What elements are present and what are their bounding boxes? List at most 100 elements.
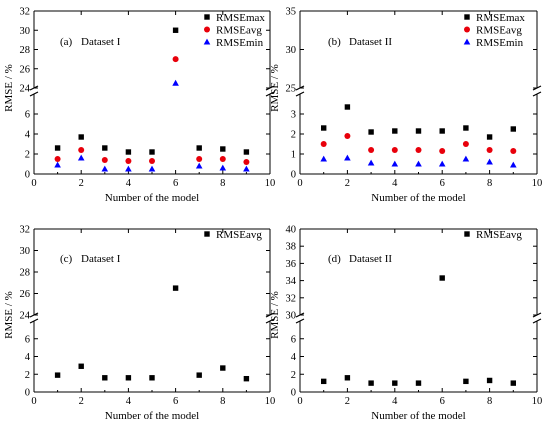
data-point xyxy=(439,148,446,154)
legend-marker xyxy=(204,14,210,20)
panel-title: Dataset I xyxy=(81,253,121,265)
y-tick-label: 25 xyxy=(286,84,297,95)
y-tick-label: 35 xyxy=(286,7,297,18)
x-tick-label: 6 xyxy=(173,396,178,407)
data-point xyxy=(149,375,155,381)
data-point xyxy=(415,147,422,153)
data-point xyxy=(463,378,469,385)
data-point xyxy=(149,158,155,164)
data-point xyxy=(321,125,327,131)
y-tick-label: 28 xyxy=(20,268,31,279)
chart-panel-3: 0 2 4 6 8 10 0 2 4 6 30 32 34 36 38 40 Number of the mod… xyxy=(269,225,542,423)
data-point xyxy=(438,160,446,167)
legend-marker xyxy=(463,38,471,45)
x-tick-label: 4 xyxy=(126,396,132,407)
x-axis-label: Number of the model xyxy=(371,192,465,204)
x-tick-label: 0 xyxy=(297,178,302,189)
y-tick-label: 30 xyxy=(286,311,297,322)
series-RMSEavg xyxy=(54,285,250,382)
y-tick-label: 2 xyxy=(291,130,296,141)
data-point xyxy=(510,148,517,154)
legend-label: RMSEmax xyxy=(476,12,525,24)
series-RMSEmin xyxy=(54,79,250,172)
x-axis-label: Number of the model xyxy=(105,192,199,204)
data-point xyxy=(415,380,422,386)
data-point xyxy=(415,160,422,167)
legend-marker xyxy=(464,231,470,237)
x-tick-label: 6 xyxy=(173,178,178,189)
legend-marker xyxy=(204,231,210,237)
axis-break-mark xyxy=(532,91,542,97)
data-point xyxy=(415,128,422,134)
x-tick-label: 6 xyxy=(440,178,445,189)
y-tick-label: 24 xyxy=(20,84,31,95)
data-point xyxy=(102,375,108,381)
x-tick-label: 6 xyxy=(440,396,445,407)
y-tick-label: 40 xyxy=(286,225,297,236)
y-tick-label: 32 xyxy=(20,225,31,236)
data-point xyxy=(392,128,398,134)
data-point xyxy=(172,27,179,33)
data-point xyxy=(321,378,327,385)
data-point xyxy=(125,165,132,172)
axis-break-mark xyxy=(265,318,275,324)
legend-marker xyxy=(464,14,470,20)
axis-break-mark xyxy=(29,318,39,324)
y-tick-label: 4 xyxy=(291,352,297,363)
x-axis-label: Number of the model xyxy=(105,410,199,422)
legend-label: RMSEmin xyxy=(216,37,264,49)
data-point xyxy=(196,156,203,162)
y-tick-label: 1 xyxy=(291,150,296,161)
y-tick-label: 0 xyxy=(291,170,296,181)
data-point xyxy=(391,160,399,167)
data-point xyxy=(368,380,374,386)
data-point xyxy=(220,365,226,371)
data-point xyxy=(219,164,227,171)
data-point xyxy=(439,128,445,134)
x-tick-label: 8 xyxy=(220,396,225,407)
data-point xyxy=(510,126,516,132)
data-point xyxy=(78,363,84,369)
axis-break-mark xyxy=(265,91,275,97)
data-point xyxy=(54,156,61,162)
x-tick-label: 2 xyxy=(345,396,350,407)
axis-break-mark xyxy=(295,91,305,97)
chart-panel-1: 0 2 4 6 8 10 0 1 2 3 25 30 35 Number of the model RMSE… xyxy=(269,7,542,205)
series-RMSEmax xyxy=(54,27,250,155)
data-point xyxy=(172,56,179,63)
data-point xyxy=(243,159,250,165)
x-tick-label: 4 xyxy=(392,178,398,189)
x-tick-label: 8 xyxy=(487,396,492,407)
data-point xyxy=(486,147,493,153)
panel-title: Dataset II xyxy=(349,36,392,48)
x-tick-label: 0 xyxy=(297,396,302,407)
x-tick-label: 8 xyxy=(487,178,492,189)
data-point xyxy=(125,375,132,381)
panel-label: (d) xyxy=(328,253,341,265)
data-point xyxy=(463,125,469,131)
y-tick-label: 6 xyxy=(25,110,30,121)
x-tick-label: 4 xyxy=(392,396,398,407)
y-tick-label: 2 xyxy=(25,150,30,161)
data-point xyxy=(125,149,132,155)
data-point xyxy=(462,155,470,162)
data-point xyxy=(486,134,493,140)
axis-break-mark xyxy=(29,91,39,97)
legend-label: RMSEavg xyxy=(216,25,262,37)
x-tick-label: 4 xyxy=(126,178,132,189)
legend-label: RMSEmax xyxy=(216,12,265,24)
legend-marker xyxy=(204,26,210,33)
data-point xyxy=(54,145,61,151)
data-point xyxy=(172,285,179,291)
y-tick-label: 6 xyxy=(291,334,296,345)
y-axis-label: RMSE / % xyxy=(3,64,15,112)
data-point xyxy=(125,158,132,164)
axis-break-mark xyxy=(532,318,542,324)
series-RMSEmin xyxy=(320,154,517,168)
x-tick-label: 10 xyxy=(265,396,276,407)
y-tick-label: 26 xyxy=(20,64,31,75)
panel-label: (a) xyxy=(60,36,73,48)
panel-label: (c) xyxy=(60,253,73,265)
